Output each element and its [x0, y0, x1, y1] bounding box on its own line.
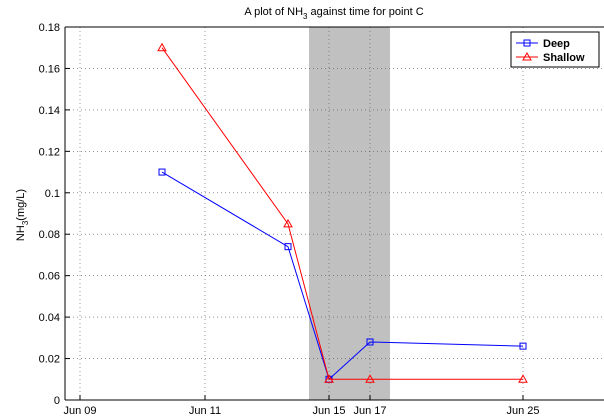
- x-tick-label: Jun 11: [189, 405, 221, 417]
- y-tick-label: 0.1: [45, 188, 60, 200]
- y-tick-label: 0.12: [39, 146, 60, 158]
- data-point-shallow: [365, 374, 375, 383]
- legend-marker-shallow: [522, 51, 532, 61]
- data-point-deep: [284, 243, 292, 251]
- data-point-deep: [519, 342, 527, 350]
- chart-title: A plot of NH3 against time for point C: [244, 6, 423, 21]
- y-tick-label: 0.14: [39, 105, 60, 117]
- y-axis-label: NH3(mg/L): [15, 189, 30, 241]
- y-tick-label: 0.04: [39, 312, 60, 324]
- x-tick-label: Jun 09: [63, 405, 96, 417]
- data-point-deep: [158, 168, 166, 176]
- x-tick-label: Jun 15: [312, 405, 345, 417]
- y-tick-label: 0.06: [39, 271, 60, 283]
- y-tick-label: 0.02: [39, 354, 60, 366]
- y-tick-label: 0.16: [39, 63, 60, 75]
- series-line-shallow: [161, 47, 523, 380]
- y-tick-label: 0.08: [39, 229, 60, 241]
- legend-box: [510, 31, 600, 68]
- data-point-shallow: [283, 218, 293, 228]
- plot-area: 0 0.02 0.04 0.06 0.08 0.1 0.12 0.14 0.16 0.18 Jun …: [39, 22, 604, 417]
- legend-label-shallow: Shallow: [543, 52, 585, 64]
- legend: Deep Shallow: [510, 31, 600, 68]
- data-point-shallow: [324, 374, 334, 383]
- x-tick-label: Jun 17: [353, 405, 386, 417]
- legend-label-deep: Deep: [543, 38, 570, 50]
- x-tick-label: Jun 25: [506, 405, 539, 417]
- y-tick-label: 0.18: [39, 22, 60, 34]
- y-tick-label: 0: [54, 395, 60, 407]
- shaded-region: [309, 27, 390, 400]
- data-point-shallow: [518, 374, 528, 383]
- data-point-deep: [366, 338, 374, 346]
- legend-marker-deep: [523, 39, 531, 47]
- data-point-shallow: [157, 42, 167, 52]
